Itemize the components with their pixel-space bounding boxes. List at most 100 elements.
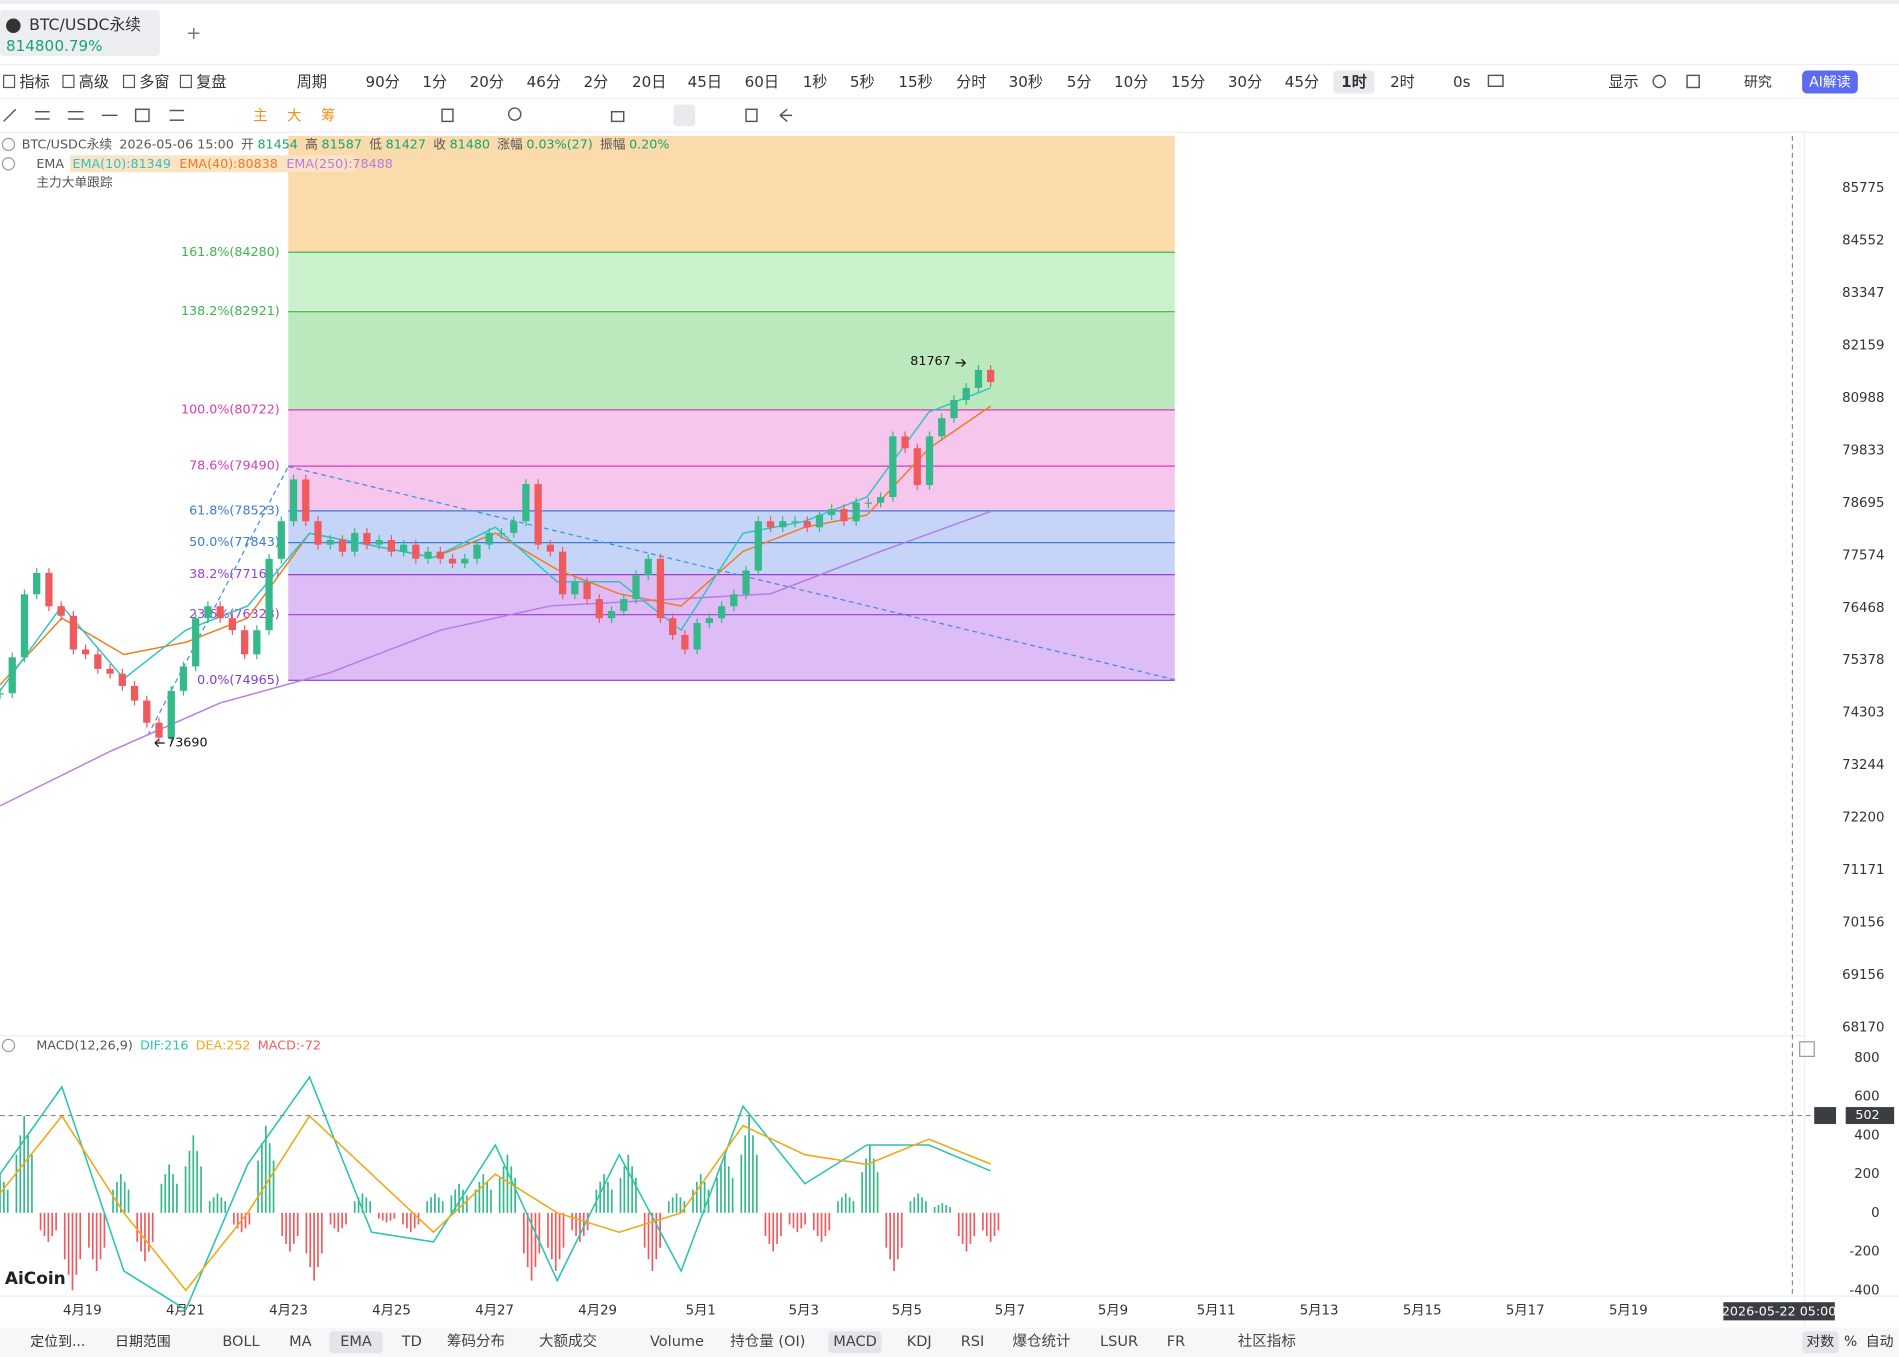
interval[interactable]: 60日 — [745, 73, 779, 91]
legend-label: 涨幅 — [497, 136, 523, 151]
collapse-icon[interactable] — [1, 137, 16, 152]
interval[interactable]: 2分 — [583, 73, 608, 91]
bottom-tab[interactable]: BOLL — [222, 1334, 260, 1350]
ai-button[interactable] — [1802, 70, 1858, 94]
tool-icon[interactable] — [3, 108, 17, 122]
bottom-tab[interactable]: 筹码分布 — [447, 1333, 505, 1350]
candle — [742, 570, 750, 595]
interval[interactable]: 2时 — [1390, 73, 1415, 91]
collapse-icon[interactable] — [1, 1038, 16, 1053]
interval[interactable]: 45日 — [688, 73, 722, 91]
legend-value: 0.20% — [629, 136, 669, 151]
interval[interactable]: 90分 — [366, 73, 400, 91]
interval[interactable]: 30秒 — [1009, 73, 1043, 91]
candle — [534, 484, 542, 545]
price-tick-label: 82159 — [1842, 338, 1884, 353]
interval[interactable]: 10分 — [1114, 73, 1148, 91]
bottom-tab[interactable]: MA — [289, 1334, 312, 1350]
bottom-tab[interactable]: EMA — [340, 1334, 372, 1350]
expand-icon[interactable] — [1799, 1041, 1815, 1057]
tool-icon[interactable] — [441, 108, 454, 123]
toolbar-item[interactable]: 高级 — [79, 73, 109, 91]
fullscreen-icon[interactable] — [1686, 74, 1700, 89]
fib-label: 138.2%(82921) — [181, 303, 280, 318]
tool-icon[interactable] — [507, 107, 522, 121]
toolbar-icon[interactable] — [3, 74, 16, 89]
toolbar-icon[interactable] — [62, 74, 75, 89]
bottom-tab[interactable]: MACD — [833, 1334, 877, 1350]
ai-label: AI解读 — [1809, 74, 1851, 91]
settings-icon[interactable] — [1652, 74, 1666, 89]
bottom-right[interactable]: 对数 — [1806, 1334, 1834, 1350]
toolbar-icon[interactable] — [122, 74, 136, 89]
interval-active[interactable] — [1333, 70, 1375, 94]
tool-icon[interactable] — [610, 110, 625, 123]
interval[interactable]: 20日 — [632, 73, 666, 91]
tab-active[interactable] — [1802, 1331, 1839, 1354]
interval[interactable]: 1分 — [422, 73, 447, 91]
tab-active[interactable] — [329, 1331, 383, 1354]
toolbar-icon[interactable] — [179, 74, 192, 89]
bottom-tab[interactable]: Volume — [650, 1334, 704, 1350]
tool-icon[interactable] — [745, 108, 758, 123]
tab[interactable] — [0, 9, 160, 56]
tracker: 主力大单跟踪 — [36, 175, 113, 190]
interval[interactable]: 45分 — [1285, 73, 1319, 91]
price-tick-label: 68170 — [1842, 1021, 1884, 1036]
bottom-left[interactable]: 日期范围 — [115, 1333, 171, 1350]
interval[interactable]: 1秒 — [803, 73, 828, 91]
research[interactable]: 研究 — [1744, 75, 1772, 91]
drawing-tool[interactable]: 筹 — [321, 108, 336, 125]
tab-active[interactable] — [828, 1331, 882, 1354]
undo-icon[interactable] — [779, 108, 793, 122]
interval[interactable]: 分时 — [956, 73, 986, 91]
camera-icon[interactable] — [1487, 74, 1504, 88]
bottom-tab[interactable]: 大额成交 — [539, 1332, 597, 1350]
crosshair-plus[interactable] — [1814, 1107, 1837, 1125]
bottom-tab[interactable]: 持仓量 (OI) — [730, 1333, 805, 1350]
interval[interactable]: 15秒 — [898, 73, 932, 91]
period[interactable]: 周期 — [297, 73, 327, 91]
drawing-tool[interactable]: 主 — [253, 108, 268, 125]
candle — [399, 544, 408, 552]
interval[interactable]: 1时 — [1341, 73, 1367, 91]
candle — [864, 502, 873, 504]
ema-name: EMA — [36, 155, 64, 170]
legend-value: 0.03%(27) — [526, 136, 592, 151]
interval[interactable]: 15分 — [1171, 73, 1205, 91]
candle — [20, 594, 29, 658]
bottom-right[interactable]: 自动 — [1866, 1334, 1894, 1350]
display[interactable]: 显示 — [1608, 73, 1638, 91]
tool-active[interactable] — [673, 104, 696, 127]
bottom-tab[interactable]: LSUR — [1100, 1334, 1138, 1350]
candle — [94, 654, 102, 669]
drawing-tool[interactable]: 大 — [287, 108, 302, 125]
bottom-tab[interactable]: TD — [401, 1334, 422, 1350]
interval[interactable]: 5秒 — [850, 73, 875, 91]
candle — [681, 635, 689, 650]
bottom-tab[interactable]: KDJ — [907, 1334, 932, 1350]
bottom-tab[interactable]: FR — [1167, 1334, 1185, 1350]
toolbar-item[interactable]: 复盘 — [196, 73, 226, 91]
interval[interactable]: 30分 — [1228, 73, 1262, 91]
bottom-tab[interactable]: 爆仓统计 — [1013, 1333, 1071, 1350]
candle — [143, 700, 151, 723]
toolbar-item[interactable]: 多窗 — [139, 73, 169, 91]
candle — [510, 521, 518, 533]
toolbar-item[interactable]: 指标 — [19, 73, 49, 91]
watermark: AiCoin — [5, 1268, 66, 1288]
candle — [167, 690, 175, 738]
bottom-right[interactable]: % — [1844, 1334, 1857, 1350]
candle — [473, 544, 481, 559]
interval[interactable]: 5分 — [1067, 73, 1092, 91]
bottom-left[interactable]: 定位到... — [30, 1334, 85, 1350]
interval[interactable]: 46分 — [527, 73, 561, 91]
tool-icon[interactable] — [134, 108, 150, 123]
candle — [118, 673, 126, 686]
collapse-icon[interactable] — [1, 157, 16, 171]
interval[interactable]: 20分 — [470, 73, 504, 91]
bottom-tab[interactable]: RSI — [961, 1334, 985, 1350]
bottom-tab[interactable]: 社区指标 — [1238, 1333, 1296, 1350]
add-tab[interactable]: + — [186, 23, 201, 44]
price-pane: 0.0%(74965) 23.6%(76323) 38.2%(77164) 50.0%… — [0, 135, 1175, 807]
